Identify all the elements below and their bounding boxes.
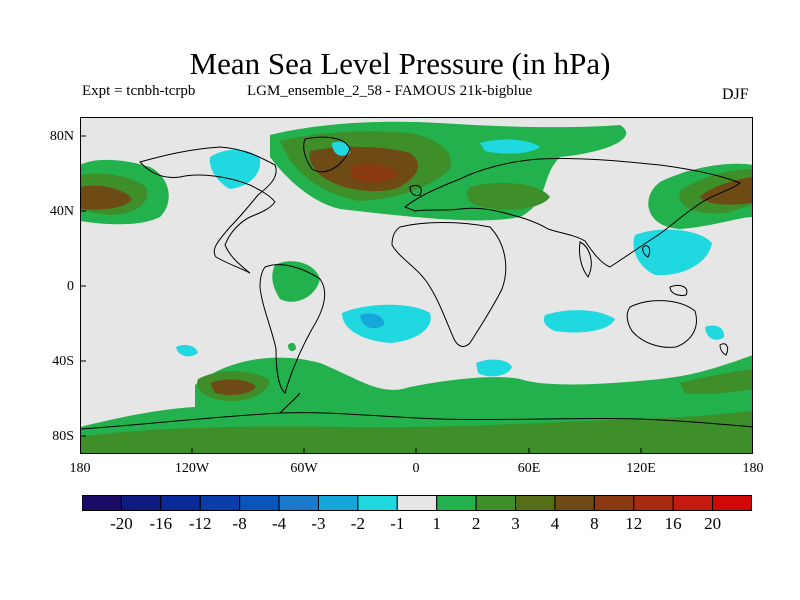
colorbar-label: 2 [471,514,481,533]
lon-label-180e: 180 [742,461,764,476]
map-title: Mean Sea Level Pressure (in hPa) [189,46,611,81]
lat-label-equator: 0 [67,279,74,294]
colorbar-swatch [475,495,517,511]
lon-label-180w: 180 [69,461,91,476]
coastlines [80,136,753,430]
colorbar-swatch [633,495,674,511]
lon-label-120e: 120E [626,461,656,476]
colorbar-swatch [396,495,438,511]
season-label: DJF [722,86,749,103]
colorbar-label: 8 [590,514,599,533]
colorbar-swatch [672,495,714,511]
colorbar-label: -4 [271,514,287,533]
lat-label-80s: 80S [52,429,74,444]
negative-anomaly-light [176,139,725,377]
colorbar-label: -16 [149,514,173,533]
pressure-map [80,117,753,454]
colorbar-label: 20 [704,514,722,533]
colorbar-label: -20 [110,514,133,533]
colorbar-label: -3 [311,514,326,533]
colorbar-label: 1 [432,514,441,533]
colorbar-swatch [82,495,122,511]
lat-label-80n: 80N [49,129,74,144]
lat-label-40s: 40S [52,354,74,369]
colorbar-swatch [436,495,477,511]
ensemble-label: LGM_ensemble_2_58 - FAMOUS 21k-bigblue [247,83,533,99]
negative-anomaly-medium [360,313,385,329]
colorbar-label: -1 [390,514,405,533]
colorbar-label: 12 [625,514,643,533]
colorbar-label: 3 [511,514,520,533]
colorbar-swatch [357,495,398,511]
lat-label-40n: 40N [49,204,74,219]
colorbar-label: -2 [350,514,365,533]
colorbar-swatch [317,495,359,511]
colorbar-label: 4 [550,514,560,533]
colorbar [82,495,752,511]
colorbar-label: -8 [232,514,247,533]
map-ticks [80,135,642,454]
colorbar-swatch [712,495,752,511]
experiment-label: Expt = tcnbh-tcrpb [82,83,196,99]
colorbar-swatch [515,495,556,511]
lon-label-0: 0 [412,461,420,476]
colorbar-swatch [160,495,201,511]
colorbar-swatch [554,495,595,511]
colorbar-swatch [278,495,319,511]
lon-label-120w: 120W [174,461,210,476]
colorbar-swatch [199,495,241,511]
positive-anomaly-core [350,164,398,183]
colorbar-swatch [120,495,162,511]
colorbar-label: 16 [664,514,682,533]
colorbar-swatch [593,495,635,511]
lon-label-60e: 60E [517,461,541,476]
lon-label-60w: 60W [290,461,318,476]
colorbar-swatch [239,495,280,511]
colorbar-label: -12 [188,514,212,533]
